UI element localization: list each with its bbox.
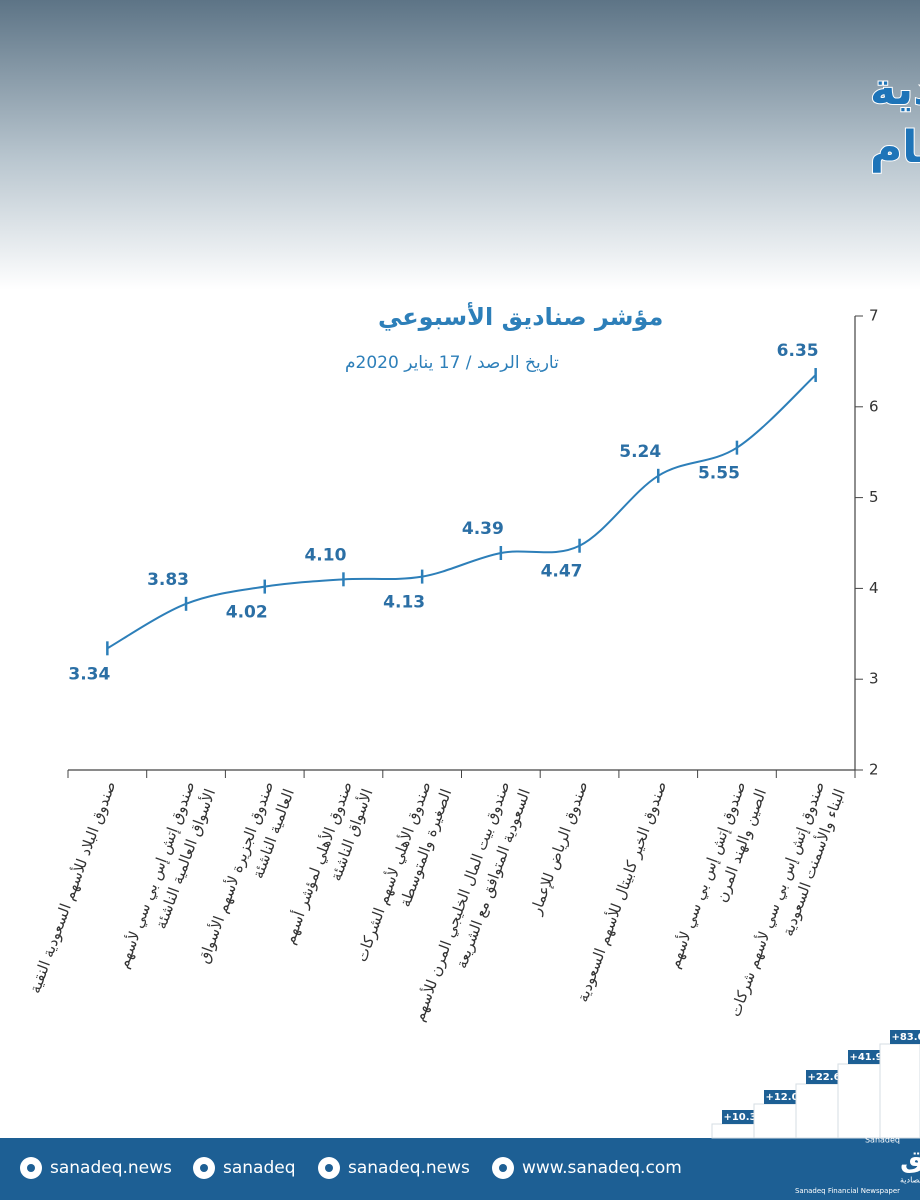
stair-tag [890, 1030, 920, 1044]
social-icon-inner [200, 1164, 208, 1172]
logo-name: صناديق [900, 1140, 920, 1173]
data-label: 4.13 [383, 593, 425, 613]
data-label: 4.02 [226, 603, 268, 623]
social-icon-inner [325, 1164, 333, 1172]
stair-step [879, 1043, 920, 1139]
y-tick-label: 4 [869, 579, 879, 597]
x-tick-label: صندوق الخير كابيتال للأسهم السعودية [572, 778, 670, 1004]
stair-tag [848, 1050, 884, 1064]
data-line [106, 374, 817, 650]
stair-tag [764, 1090, 800, 1104]
chart-subtitle: مؤشر صناديق الأسبوعي [378, 302, 663, 331]
data-label: 4.10 [304, 545, 346, 565]
logo-tagline-en: Sanadeq Financial Newspaper [795, 1187, 900, 1195]
y-tick-label: 3 [869, 670, 879, 688]
y-tick-label: 7 [869, 307, 879, 325]
stair-label: +12.0 [765, 1092, 798, 1103]
date-note: تاريخ الرصد / 17 يناير 2020م [345, 353, 559, 373]
stair-label: +83.0 [891, 1032, 920, 1043]
data-label: 3.83 [147, 570, 189, 590]
data-label: 5.24 [619, 442, 661, 462]
stair-tag [722, 1110, 758, 1124]
logo-tagline: صحيفة صناديق الاقتصادية [900, 1176, 920, 1185]
social-icon-inner [27, 1164, 35, 1172]
x-tick-label: صندوق البلاد للأسهم السعودية النقية [25, 778, 120, 995]
footer-link: sanadeq.news [50, 1158, 172, 1178]
data-label: 4.39 [462, 519, 504, 539]
data-label: 6.35 [777, 341, 819, 361]
stair-tag [806, 1070, 842, 1084]
chart-title: أعلى 10 صناديق الاستثمار السعوديةمن حيث … [870, 60, 920, 173]
stair-label: +41.9 [849, 1052, 882, 1063]
x-tick-label: صندوق الأهلي لمؤشر أسهمالأسواق الناشئة [279, 778, 376, 954]
stair-label: +10.3 [723, 1112, 756, 1123]
logo-latin: Sanadeq [865, 1136, 900, 1145]
social-icon-inner [499, 1164, 507, 1172]
data-label: 4.47 [541, 562, 583, 582]
x-tick-label: صندوق الرياض للإعمار [526, 779, 591, 918]
y-tick-label: 2 [869, 761, 879, 779]
data-label: 5.55 [698, 464, 740, 484]
stair-label: +22.6 [807, 1072, 840, 1083]
data-label: 3.34 [68, 664, 110, 684]
y-tick-label: 5 [869, 488, 879, 506]
footer-link: sanadeq.news [348, 1158, 470, 1178]
footer-link: sanadeq [223, 1158, 296, 1178]
header-background [0, 0, 920, 290]
footer-bar [0, 1138, 920, 1200]
footer-link: www.sanadeq.com [522, 1158, 682, 1178]
y-tick-label: 6 [869, 397, 879, 415]
